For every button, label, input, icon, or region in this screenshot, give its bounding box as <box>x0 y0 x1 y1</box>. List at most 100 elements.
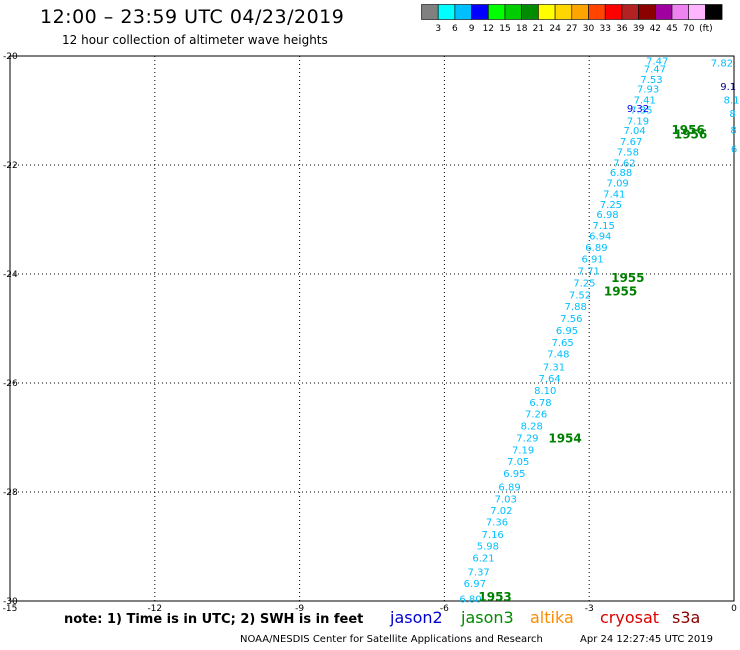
satellite-legend-item: s3a <box>672 608 701 627</box>
y-tick-label: -30 <box>3 597 18 607</box>
swh-point: 7.65 <box>552 338 574 349</box>
swh-point: 7.15 <box>593 221 615 232</box>
chart-title: 12:00 – 23:59 UTC 04/23/2019 <box>40 6 345 28</box>
satellite-legend-item: altika <box>530 608 574 627</box>
satellite-legend-item: jason2 <box>390 608 443 627</box>
swh-point: 7.53 <box>640 75 662 86</box>
swh-point: 7.19 <box>627 116 649 127</box>
swh-point: 7.36 <box>486 517 508 528</box>
swh-point: 7.04 <box>623 126 645 137</box>
color-swatch <box>705 4 723 20</box>
color-scale-label: 3 <box>435 24 441 34</box>
swh-point: 6.80 <box>459 594 481 605</box>
satellite-legend-item: cryosat <box>600 608 660 627</box>
swh-point: 8.28 <box>521 422 543 433</box>
swh-point: 8 <box>729 109 735 120</box>
color-scale-label: 15 <box>499 24 510 34</box>
swh-point: 7.03 <box>495 495 517 506</box>
swh-point: 7.48 <box>547 350 569 361</box>
swh-point: 8.1 <box>724 96 740 107</box>
color-scale-label: 24 <box>549 24 561 34</box>
swh-point: 6.89 <box>498 483 520 494</box>
swh-point: 6.98 <box>596 210 618 221</box>
swh-point: 6.91 <box>581 255 603 266</box>
color-scale-unit: (ft) <box>699 24 713 34</box>
swh-point: 7.25 <box>573 279 595 290</box>
x-tick-label: -15 <box>3 604 18 614</box>
swh-point: 7.62 <box>613 158 635 169</box>
y-tick-label: -28 <box>3 488 18 498</box>
swh-point: 7.88 <box>565 302 587 313</box>
color-scale-bar: 3 6 9 12 15 18 21 24 27 30 33 36 39 42 45 70 (ft) <box>421 4 723 34</box>
x-tick-label: -6 <box>440 604 449 614</box>
swh-point: 6.95 <box>556 326 578 337</box>
swh-point: 6.89 <box>585 243 607 254</box>
wave-height-map: -15 -12 -9 -6 -3 0-30-28-26-24-22-206.806.977… <box>3 52 740 614</box>
swh-point: 6.88 <box>610 168 632 179</box>
color-scale-label: 45 <box>666 24 677 34</box>
swh-point: 7.25 <box>600 200 622 211</box>
swh-point: 7.37 <box>468 568 490 579</box>
swh-point: 7.82 <box>711 59 733 70</box>
footer-credit: NOAA/NESDIS Center for Satellite Applica… <box>240 634 543 645</box>
pass-time-label: 1954 <box>548 432 581 446</box>
x-tick-label: 0 <box>731 604 737 614</box>
color-scale-label: 9 <box>469 24 475 34</box>
swh-point: 9.32 <box>627 104 649 115</box>
swh-point: 6 <box>731 145 737 156</box>
swh-point: 7.41 <box>634 96 656 107</box>
y-tick-label: -24 <box>3 270 18 280</box>
color-scale-label: 30 <box>583 24 595 34</box>
color-scale-label: 6 <box>452 24 458 34</box>
color-scale-label: 27 <box>566 24 577 34</box>
swh-point: 6.21 <box>472 553 494 564</box>
footer-timestamp: Apr 24 12:27:45 UTC 2019 <box>580 634 713 645</box>
chart-subtitle: 12 hour collection of altimeter wave hei… <box>62 33 328 47</box>
swh-point: 7.56 <box>560 314 582 325</box>
plot-frame <box>9 55 735 602</box>
swh-point: 7.58 <box>617 147 639 158</box>
color-scale-label: 70 <box>683 24 695 34</box>
pass-time-label: 1956 <box>671 123 704 137</box>
y-tick-label: -22 <box>3 161 18 171</box>
y-tick-label: -20 <box>3 52 18 62</box>
color-scale-label: 18 <box>516 24 528 34</box>
swh-point: 7.47 <box>646 56 668 67</box>
swh-point: 7.64 <box>538 374 560 385</box>
swh-point: 7.35 <box>630 105 652 116</box>
swh-point: 7.02 <box>490 506 512 517</box>
color-scale-label: 21 <box>533 24 544 34</box>
color-scale-label: 36 <box>616 24 628 34</box>
swh-point: 7.31 <box>543 363 565 374</box>
satellite-legend-item: jason3 <box>461 608 514 627</box>
pass-time-label: 1955 <box>604 284 637 298</box>
swh-point: 7.93 <box>637 85 659 96</box>
swh-point: 7.29 <box>516 434 538 445</box>
x-tick-label: -12 <box>147 604 162 614</box>
color-scale-label: 39 <box>633 24 645 34</box>
pass-time-label: 1956 <box>674 127 707 141</box>
color-scale-label: 42 <box>650 24 661 34</box>
y-tick-label: -26 <box>3 379 18 389</box>
pass-time-label: 1955 <box>611 271 644 285</box>
swh-point: 6.97 <box>464 579 486 590</box>
x-tick-label: -9 <box>295 604 304 614</box>
swh-point: 7.26 <box>525 410 547 421</box>
swh-point: 7.47 <box>644 65 666 76</box>
swh-point: 6.94 <box>589 231 611 242</box>
swh-point: 7.52 <box>569 291 591 302</box>
swh-point: 8 <box>730 126 736 137</box>
swh-point: 5.98 <box>477 541 499 552</box>
swh-point: 7.71 <box>578 267 600 278</box>
color-scale-label: 12 <box>483 24 494 34</box>
swh-point: 7.09 <box>607 178 629 189</box>
legend-note: note: 1) Time is in UTC; 2) SWH is in fe… <box>64 612 364 627</box>
pass-time-label: 1953 <box>478 590 511 604</box>
swh-point: 8.10 <box>534 386 556 397</box>
swh-point: 6.95 <box>503 469 525 480</box>
swh-point: 6.78 <box>529 398 551 409</box>
swh-point: 7.67 <box>620 137 642 148</box>
color-scale-label: 33 <box>599 24 610 34</box>
swh-point: 9.1 <box>720 82 736 93</box>
swh-point: 7.16 <box>482 530 504 541</box>
